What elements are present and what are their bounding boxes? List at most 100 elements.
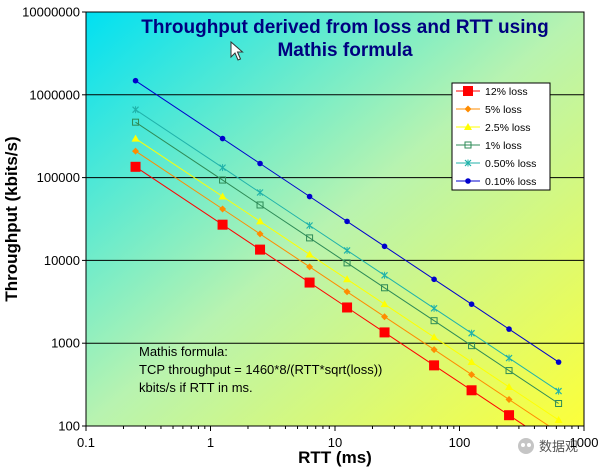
data-point: [343, 259, 351, 267]
data-point: [217, 219, 228, 230]
series-line: [135, 80, 559, 363]
y-tick-label: 1000: [51, 336, 80, 351]
data-point: [257, 160, 263, 167]
series-3: [132, 118, 563, 407]
data-point: [219, 164, 226, 172]
data-point: [132, 77, 139, 84]
legend-label: 0.10% loss: [485, 176, 536, 188]
data-point: [344, 218, 350, 225]
legend-label: 1% loss: [485, 140, 522, 152]
data-point: [218, 192, 227, 200]
data-point: [306, 234, 314, 242]
watermark-text: 数据观: [539, 439, 578, 454]
data-point: [468, 371, 476, 379]
data-point: [132, 106, 139, 114]
legend-label: 2.5% loss: [485, 122, 531, 134]
data-point: [379, 327, 390, 338]
y-tick-label: 100000: [37, 170, 80, 185]
series-line: [135, 138, 559, 421]
data-point: [381, 243, 388, 250]
series-line: [135, 121, 559, 404]
legend-entry: 0.50% loss: [456, 158, 536, 170]
legend-label: 0.50% loss: [485, 158, 536, 170]
legend-entry: 12% loss: [456, 86, 528, 98]
series-4: [132, 106, 563, 395]
data-point: [505, 382, 514, 390]
data-point: [306, 263, 314, 271]
data-point: [305, 250, 314, 258]
data-point: [430, 333, 439, 341]
data-point: [554, 416, 563, 424]
y-tick-label: 10000000: [22, 5, 80, 20]
data-point: [430, 346, 438, 354]
data-point: [429, 360, 440, 371]
x-tick-label: 0.1: [77, 435, 95, 450]
watermark: 数据观: [518, 438, 578, 454]
x-tick-label: 10: [328, 435, 342, 450]
y-axis-label: Throughput (kbits/s): [2, 136, 21, 301]
y-tick-label: 10000: [44, 253, 80, 268]
legend-box: [451, 82, 551, 191]
data-point: [381, 284, 389, 292]
data-point: [555, 387, 563, 395]
data-point: [505, 354, 513, 362]
data-point: [131, 134, 140, 142]
data-point: [380, 300, 389, 308]
data-point: [132, 118, 140, 126]
series-line: [135, 109, 559, 392]
data-point: [306, 221, 314, 229]
legend-marker: [464, 105, 472, 113]
data-point: [255, 244, 266, 255]
series-line: [135, 150, 550, 426]
series-1: [132, 147, 562, 436]
series-line: [135, 166, 527, 426]
legend: 12% loss 5% loss 2.5% loss 1% loss 0.50% los…: [451, 82, 551, 191]
chart-title-line-1: Throughput derived from loss and RTT usi…: [141, 17, 548, 38]
data-point: [505, 367, 513, 375]
data-point: [219, 205, 227, 213]
data-point: [219, 135, 226, 142]
legend-marker: [463, 86, 473, 96]
legend-label: 12% loss: [485, 86, 528, 98]
data-point: [256, 217, 265, 225]
cursor-icon: [230, 40, 244, 61]
data-point: [219, 176, 227, 184]
data-point: [381, 313, 389, 321]
data-point: [343, 275, 352, 283]
data-point: [130, 161, 141, 172]
data-point: [430, 304, 438, 312]
data-point: [132, 147, 140, 155]
data-point: [555, 399, 563, 407]
x-tick-label: 100: [449, 435, 471, 450]
tick-marks: [82, 11, 585, 431]
legend-marker: [464, 141, 472, 149]
data-point: [256, 201, 264, 209]
watermark-logo-icon: [518, 438, 534, 454]
x-tick-label: 1: [207, 435, 214, 450]
data-point: [343, 246, 351, 254]
data-point: [555, 429, 562, 436]
series-layer: [130, 77, 563, 436]
series-5: [132, 77, 562, 365]
annotation-line-3: kbits/s if RTT in ms.: [139, 380, 253, 395]
data-point: [504, 410, 515, 421]
data-point: [505, 395, 513, 403]
legend-entry: 2.5% loss: [456, 122, 531, 134]
legend-marker: [465, 178, 471, 184]
legend-marker: [464, 159, 472, 167]
data-point: [466, 385, 477, 396]
data-point: [381, 271, 388, 279]
legend-entry: 0.10% loss: [456, 176, 536, 188]
series-0: [130, 161, 527, 426]
data-point: [256, 188, 264, 196]
data-point: [468, 329, 475, 337]
data-point: [256, 230, 264, 238]
data-point: [468, 301, 475, 307]
x-axis-label: RTT (ms): [298, 448, 372, 467]
data-point: [430, 317, 438, 325]
data-point: [343, 288, 351, 296]
y-tick-label: 1000000: [29, 87, 80, 102]
legend-label: 5% loss: [485, 104, 522, 116]
